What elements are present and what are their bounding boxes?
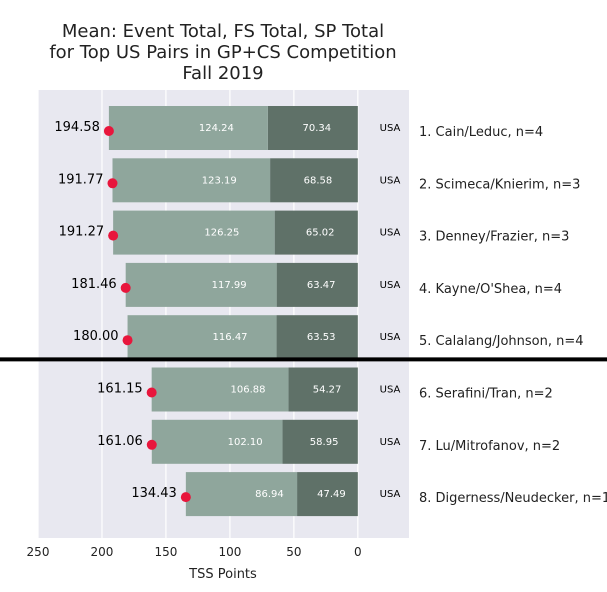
x-tick-label: 100 [218, 545, 241, 559]
fs-value-label: 86.94 [255, 489, 284, 500]
fs-bar [125, 262, 277, 307]
event-total-dot [180, 492, 191, 503]
fs-value-label: 116.47 [213, 332, 248, 343]
pair-label: 8. Digerness/Neudecker, n=1 [419, 491, 607, 506]
sp-bar [276, 262, 358, 307]
event-total-dot [120, 282, 131, 293]
sp-bar [267, 106, 358, 150]
pair-label: 1. Cain/Leduc, n=4 [419, 125, 543, 140]
fs-value-label: 123.19 [202, 175, 237, 186]
pair-label: 7. Lu/Mitrofanov, n=2 [419, 439, 560, 454]
event-total-dot [146, 439, 157, 450]
country-label: USA [380, 437, 401, 448]
sp-bar [274, 210, 358, 255]
labels: 194.58 124.24 70.34 USA 1. Cain/Leduc, n=4 19… [54, 120, 607, 506]
x-axis-label: TSS Points [188, 567, 257, 582]
bars [103, 106, 358, 517]
fs-value-label: 124.24 [199, 123, 234, 134]
fs-value-label: 126.25 [204, 228, 239, 239]
sp-value-label: 63.47 [307, 280, 336, 291]
x-tick-label: 0 [354, 545, 362, 559]
pair-label: 2. Scimeca/Knierim, n=3 [419, 177, 580, 192]
event-total-dot [103, 126, 114, 136]
event-total-label: 191.77 [58, 172, 104, 187]
fs-bar [127, 315, 277, 360]
sp-bar [297, 472, 358, 517]
fs-bar [151, 367, 289, 412]
country-label: USA [380, 123, 401, 134]
fs-value-label: 106.88 [231, 385, 266, 396]
x-tick-label: 150 [154, 545, 177, 559]
x-tick-label: 250 [27, 545, 50, 559]
fs-value-label: 117.99 [212, 280, 247, 291]
pair-label: 6. Serafini/Tran, n=2 [419, 387, 553, 402]
country-label: USA [380, 280, 401, 291]
title-line-1: Mean: Event Total, FS Total, SP Total [62, 21, 384, 42]
plot-area [38, 90, 409, 538]
chart-title: Mean: Event Total, FS Total, SP Total fo… [49, 21, 396, 84]
country-label: USA [380, 385, 401, 396]
country-label: USA [380, 332, 401, 343]
sp-value-label: 58.95 [310, 437, 339, 448]
sp-bar [270, 158, 358, 203]
event-total-label: 194.58 [54, 120, 100, 135]
sp-bar [288, 367, 358, 412]
event-total-label: 181.46 [71, 277, 117, 292]
country-label: USA [380, 228, 401, 239]
sp-value-label: 70.34 [303, 123, 332, 134]
sp-value-label: 65.02 [306, 228, 335, 239]
sp-value-label: 68.58 [304, 175, 333, 186]
event-total-label: 180.00 [73, 329, 119, 344]
x-tick-label: 200 [91, 545, 114, 559]
country-label: USA [380, 175, 401, 186]
fs-bar [113, 210, 275, 255]
fs-value-label: 102.10 [228, 437, 263, 448]
title-line-2: for Top US Pairs in GP+CS Competition [49, 42, 396, 63]
event-total-dot [108, 230, 119, 241]
sp-bar [282, 419, 358, 464]
pair-label: 5. Calalang/Johnson, n=4 [419, 334, 584, 349]
country-label: USA [380, 489, 401, 500]
sp-value-label: 63.53 [307, 332, 336, 343]
event-total-label: 191.27 [59, 225, 105, 240]
fs-bar [108, 106, 268, 150]
event-total-label: 134.43 [131, 486, 177, 501]
event-total-dot [122, 335, 133, 346]
event-total-label: 161.06 [97, 434, 143, 449]
x-tick-label: 50 [286, 545, 301, 559]
event-total-label: 161.15 [97, 382, 143, 397]
sp-value-label: 47.49 [317, 489, 346, 500]
fs-bar [112, 158, 271, 203]
fs-bar [151, 419, 283, 464]
x-axis-ticks: 250 200 150 100 50 0 [27, 545, 362, 559]
pair-label: 3. Denney/Frazier, n=3 [419, 230, 569, 245]
title-line-3: Fall 2019 [182, 63, 263, 84]
sp-bar [276, 315, 358, 360]
sp-value-label: 54.27 [313, 385, 342, 396]
event-total-dot [107, 178, 118, 189]
pair-label: 4. Kayne/O'Shea, n=4 [419, 282, 562, 297]
event-total-dot [146, 387, 157, 398]
fs-bar [185, 472, 298, 517]
